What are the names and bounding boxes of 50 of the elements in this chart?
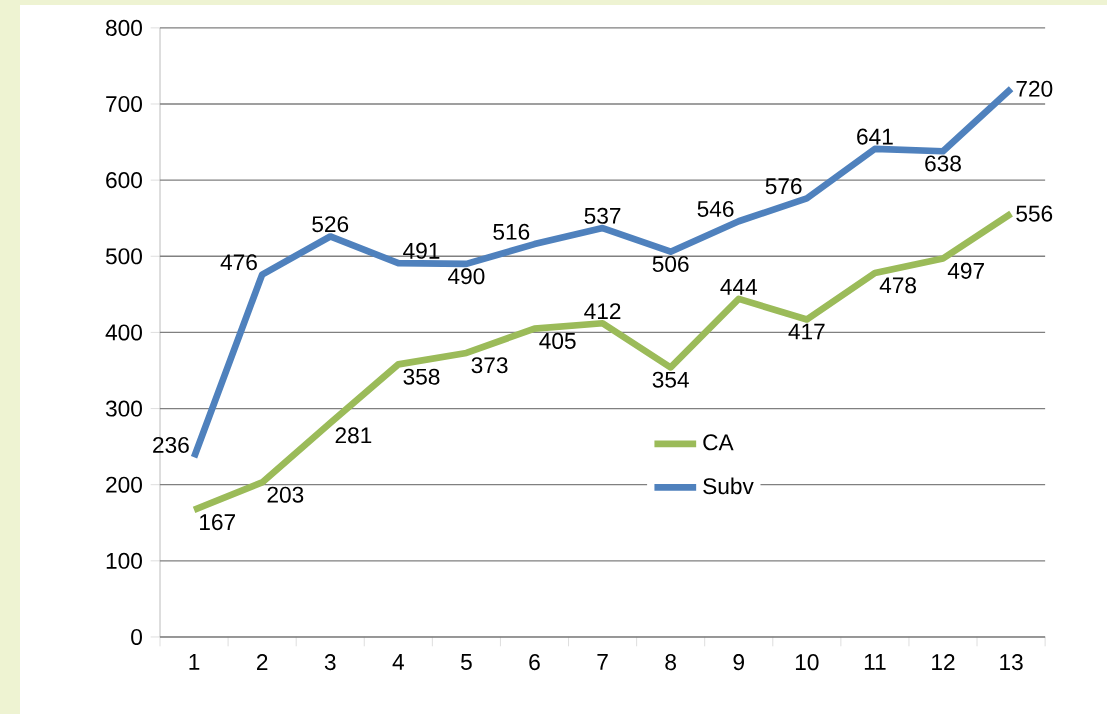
y-tick-label: 800 — [106, 19, 142, 36]
data-label: 444 — [720, 279, 757, 295]
x-tick-label: 1 — [189, 654, 200, 670]
data-label: 526 — [312, 216, 349, 233]
data-label: 417 — [788, 323, 825, 340]
y-tick-label: 200 — [106, 476, 142, 493]
data-label: 491 — [403, 242, 440, 259]
y-tick-label: 100 — [106, 552, 142, 569]
y-tick-label: 0 — [131, 628, 142, 645]
x-tick-label: 8 — [665, 654, 676, 671]
y-tick-label: 600 — [106, 172, 142, 189]
x-tick-label: 13 — [1000, 654, 1023, 671]
data-label: 405 — [539, 332, 576, 349]
legend-label: Subv — [703, 477, 754, 495]
y-tick-label: 300 — [105, 400, 142, 417]
data-label: 476 — [220, 254, 257, 271]
data-label: 516 — [493, 223, 530, 240]
data-label: 281 — [335, 427, 372, 444]
data-label: 641 — [857, 128, 893, 145]
data-label: 497 — [947, 262, 984, 279]
x-tick-label: 11 — [864, 654, 886, 670]
data-label: 203 — [267, 486, 304, 503]
data-label: 556 — [1016, 205, 1053, 222]
data-label: 358 — [403, 368, 440, 385]
data-label: 373 — [471, 357, 508, 374]
x-tick-label: 5 — [461, 654, 472, 670]
data-label: 576 — [765, 178, 802, 195]
x-tick-label: 4 — [392, 654, 404, 670]
y-tick-label: 700 — [106, 95, 142, 113]
x-tick-label: 10 — [795, 654, 819, 671]
y-tick-label: 500 — [105, 248, 142, 265]
x-tick-label: 12 — [932, 654, 955, 670]
data-label: 478 — [879, 277, 917, 294]
data-label: 236 — [153, 436, 189, 453]
x-tick-label: 7 — [597, 654, 608, 670]
x-tick-label: 6 — [529, 654, 540, 671]
x-tick-label: 2 — [256, 654, 268, 670]
data-label: 412 — [584, 303, 621, 319]
data-label: 354 — [652, 371, 689, 388]
data-label: 720 — [1016, 80, 1053, 97]
data-label: 490 — [448, 268, 485, 285]
data-label: 167 — [200, 514, 235, 531]
data-label: 537 — [584, 207, 621, 224]
data-label: 506 — [652, 255, 689, 273]
legend-label: CA — [703, 434, 734, 451]
data-label: 546 — [697, 200, 734, 217]
x-tick-label: 3 — [324, 654, 336, 671]
x-tick-label: 9 — [733, 654, 744, 671]
y-tick-label: 400 — [105, 324, 142, 341]
data-label: 638 — [925, 155, 961, 172]
